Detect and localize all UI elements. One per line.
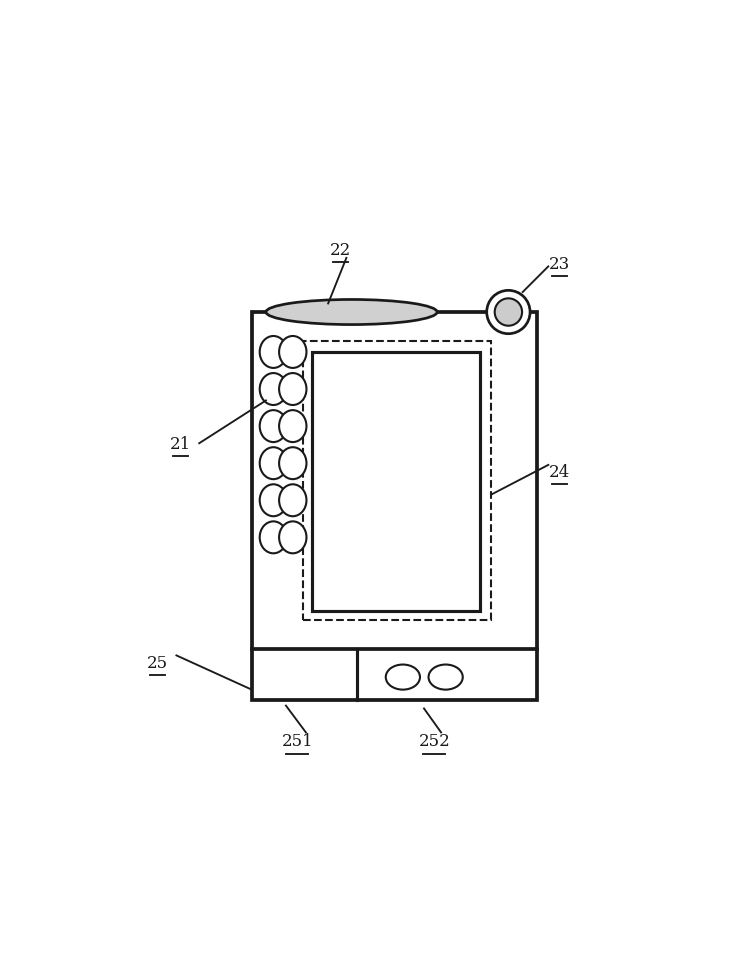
Ellipse shape: [266, 300, 437, 326]
Ellipse shape: [260, 336, 287, 368]
Circle shape: [486, 291, 530, 334]
Ellipse shape: [279, 448, 306, 480]
Text: 25: 25: [147, 655, 168, 672]
Text: 251: 251: [281, 733, 314, 750]
Ellipse shape: [260, 484, 287, 516]
Ellipse shape: [260, 374, 287, 406]
Bar: [303, 341, 492, 620]
Ellipse shape: [260, 448, 287, 480]
Bar: [311, 353, 480, 611]
Text: 252: 252: [418, 733, 450, 750]
Ellipse shape: [260, 522, 287, 553]
Ellipse shape: [279, 374, 306, 406]
Circle shape: [495, 299, 522, 327]
Ellipse shape: [279, 522, 306, 553]
Ellipse shape: [279, 336, 306, 368]
Text: 21: 21: [170, 435, 191, 453]
Ellipse shape: [279, 411, 306, 443]
Text: 22: 22: [330, 241, 351, 259]
Bar: [252, 313, 537, 701]
Ellipse shape: [279, 484, 306, 516]
Text: 23: 23: [549, 256, 570, 272]
Ellipse shape: [386, 665, 420, 690]
Ellipse shape: [428, 665, 463, 690]
Text: 24: 24: [549, 464, 570, 481]
Ellipse shape: [260, 411, 287, 443]
